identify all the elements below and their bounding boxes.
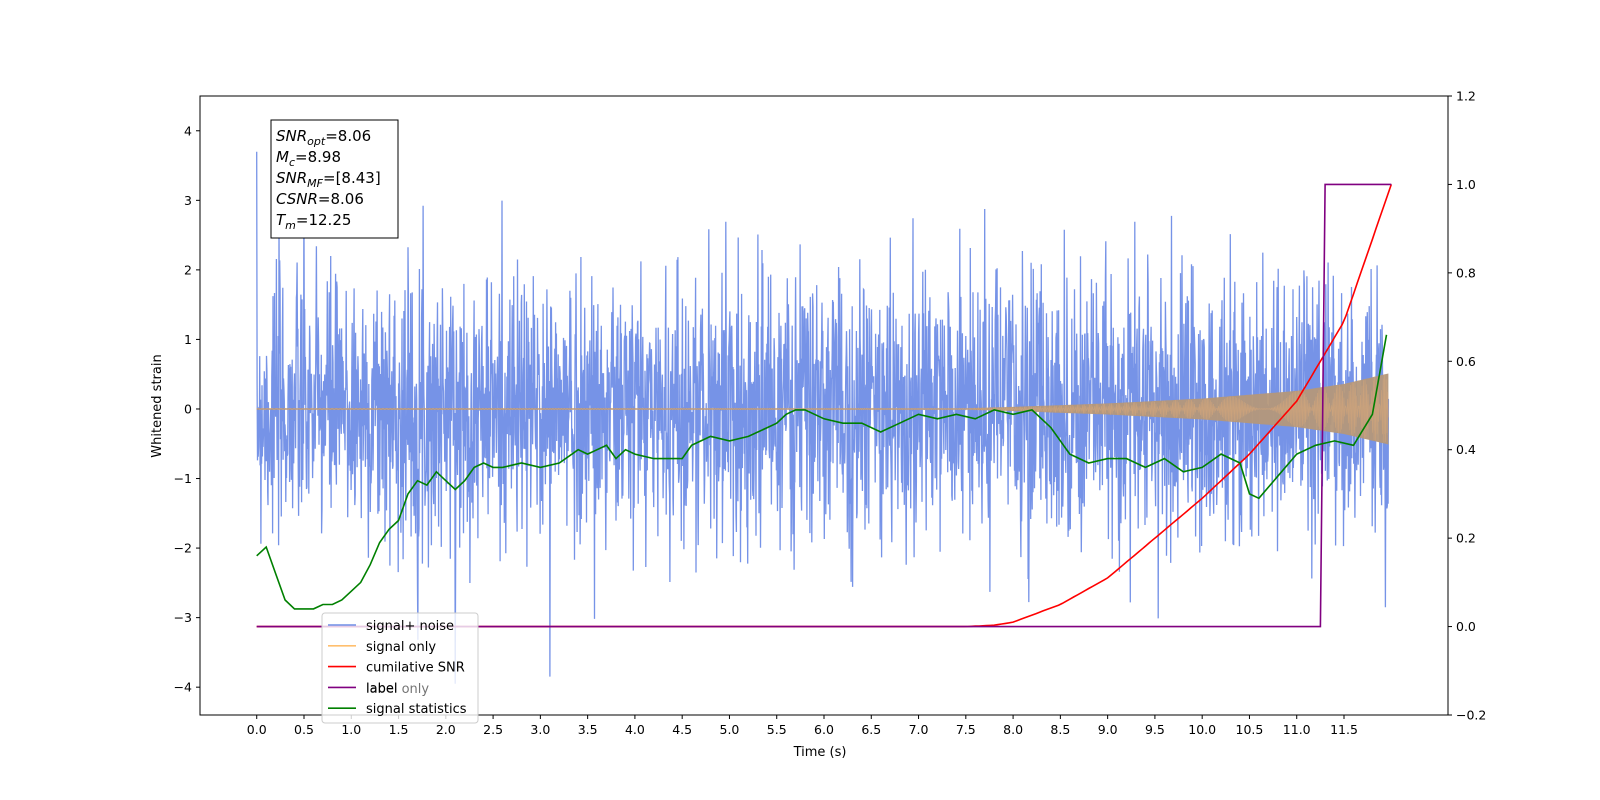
y2-tick-label: 0.8 — [1456, 265, 1476, 280]
y-axis-right: 1.2 1.0 0.8 0.6 0.4 0.2 0.0 −0.2 — [1448, 89, 1486, 723]
series-signal-statistics — [256, 334, 1388, 610]
y-tick-label: 1 — [184, 332, 192, 347]
x-tick-label: 5.5 — [767, 722, 787, 737]
y-tick-label: 2 — [184, 262, 192, 277]
info-box-line: SNRopt=8.06 — [276, 127, 371, 148]
x-tick-label: 6.0 — [814, 722, 834, 737]
legend-label: signal+ noise — [366, 619, 454, 634]
x-tick-label: 6.5 — [861, 722, 881, 737]
legend-label: signal only — [366, 640, 436, 655]
x-tick-label: 10.5 — [1236, 722, 1264, 737]
x-axis: 0.0 0.5 1.0 1.5 2.0 2.5 3.0 3.5 4.0 4.5 5.0 5.5 6.0 6… — [247, 715, 1358, 737]
y2-tick-label: 0.2 — [1456, 531, 1476, 546]
legend-label: cumilative SNR — [366, 661, 465, 676]
x-tick-label: 7.5 — [956, 722, 976, 737]
y-tick-label: 3 — [184, 193, 192, 208]
legend-label: label — [366, 681, 397, 696]
x-tick-label: 3.0 — [530, 722, 550, 737]
y2-tick-label: 1.0 — [1456, 177, 1476, 192]
x-axis-label: Time (s) — [793, 745, 847, 760]
y2-tick-label: −0.2 — [1456, 708, 1486, 723]
y-tick-label: −3 — [174, 610, 192, 625]
legend: signal+ noise signal only cumilative SNR la… — [321, 612, 479, 724]
legend-label-ghost: label only — [366, 682, 429, 697]
x-tick-label: 8.0 — [1003, 722, 1023, 737]
y-tick-label: 4 — [184, 123, 192, 138]
x-tick-label: 10.0 — [1188, 722, 1216, 737]
info-box-frame — [270, 119, 399, 239]
series-signal-noise — [256, 151, 1390, 684]
x-tick-label: 9.5 — [1145, 722, 1165, 737]
legend-label: signal statistics — [366, 702, 467, 717]
x-tick-label: 0.0 — [247, 722, 267, 737]
x-tick-label: 11.5 — [1330, 722, 1358, 737]
x-tick-label: 0.5 — [294, 722, 314, 737]
series-label — [256, 183, 1392, 628]
y-axis-left: 4 3 2 1 0 −1 −2 −3 −4 — [174, 123, 200, 695]
x-tick-label: 2.0 — [436, 722, 456, 737]
y-tick-label: −4 — [174, 680, 192, 695]
info-box-line: Mc=8.98 — [276, 148, 341, 169]
x-tick-label: 1.0 — [341, 722, 361, 737]
legend-frame — [321, 612, 479, 724]
x-tick-label: 9.0 — [1098, 722, 1118, 737]
info-box-line: CSNR=8.06 — [276, 190, 364, 208]
x-tick-label: 8.5 — [1050, 722, 1070, 737]
x-tick-label: 7.0 — [909, 722, 929, 737]
x-tick-label: 2.5 — [483, 722, 503, 737]
x-tick-label: 5.0 — [720, 722, 740, 737]
info-box-line: SNRMF=[8.43] — [276, 169, 381, 190]
info-box-line: Tm=12.25 — [276, 211, 351, 232]
series-signal-only-oscillation — [256, 374, 1389, 443]
y2-tick-label: 0.6 — [1456, 354, 1476, 369]
x-tick-label: 4.0 — [625, 722, 645, 737]
y2-tick-label: 0.0 — [1456, 619, 1476, 634]
x-tick-label: 1.5 — [389, 722, 409, 737]
x-tick-label: 3.5 — [578, 722, 598, 737]
y-tick-label: −1 — [174, 471, 192, 486]
y2-tick-label: 0.4 — [1456, 442, 1476, 457]
y-tick-label: 0 — [184, 401, 192, 416]
x-tick-label: 11.0 — [1283, 722, 1311, 737]
y2-tick-label: 1.2 — [1456, 89, 1476, 104]
x-tick-label: 4.5 — [672, 722, 692, 737]
y-tick-label: −2 — [174, 541, 192, 556]
y-axis-label: Whitened strain — [150, 354, 165, 457]
